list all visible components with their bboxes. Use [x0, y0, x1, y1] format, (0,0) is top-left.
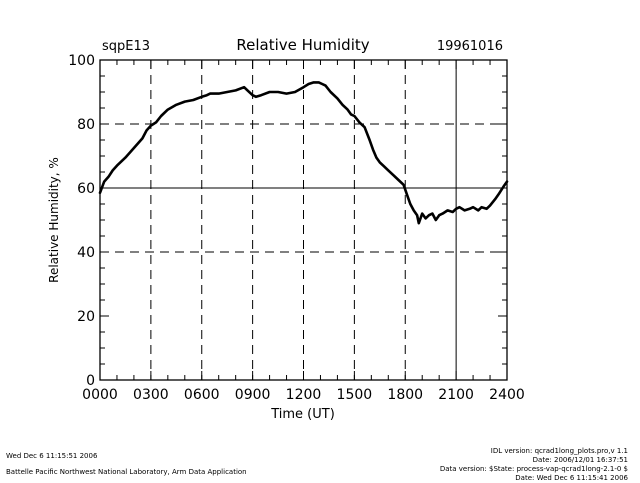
footer-timestamp: Wed Dec 6 11:15:51 2006 — [6, 452, 98, 460]
y-tick-label: 60 — [77, 181, 95, 197]
footer-idl-version: IDL version: qcrad1long_plots.pro,v 1.1 — [490, 447, 628, 455]
y-tick-label: 20 — [77, 309, 95, 325]
y-tick-label: 100 — [68, 53, 95, 69]
x-tick-label: 0600 — [184, 387, 220, 403]
plot-frame — [99, 59, 508, 381]
footer-data-version: Data version: $State: process-vap-qcrad1… — [439, 465, 628, 473]
x-tick-label: 2400 — [489, 387, 525, 403]
y-tick-label: 0 — [86, 373, 95, 389]
footer-right: IDL version: qcrad1long_plots.pro,v 1.1 … — [440, 447, 628, 483]
chart-title: Relative Humidity — [236, 36, 369, 54]
y-tick-label: 40 — [77, 245, 95, 261]
x-tick-label: 1200 — [286, 387, 322, 403]
y-axis-label: Relative Humidity, % — [47, 157, 61, 283]
y-tick-label: 80 — [77, 117, 95, 133]
x-tick-label: 0300 — [133, 387, 169, 403]
series-line-relative-humidity — [98, 81, 509, 225]
x-tick-label: 1500 — [337, 387, 373, 403]
x-tick-label: 0000 — [82, 387, 118, 403]
footer-data-date: Date: Wed Dec 6 11:15:41 2006 — [515, 474, 628, 482]
site-label: sqpE13 — [102, 39, 150, 54]
x-tick-label: 2100 — [438, 387, 474, 403]
footer-idl-date: Date: 2006/12/01 16:37:51 — [532, 456, 628, 464]
footer-institution: Battelle Pacific Northwest National Labo… — [6, 468, 247, 476]
x-tick-label: 1800 — [387, 387, 423, 403]
x-axis-label: Time (UT) — [270, 407, 335, 422]
x-tick-label: 0900 — [235, 387, 271, 403]
date-label: 19961016 — [437, 39, 503, 54]
footer-left: Wed Dec 6 11:15:51 2006 Battelle Pacific… — [6, 452, 247, 477]
